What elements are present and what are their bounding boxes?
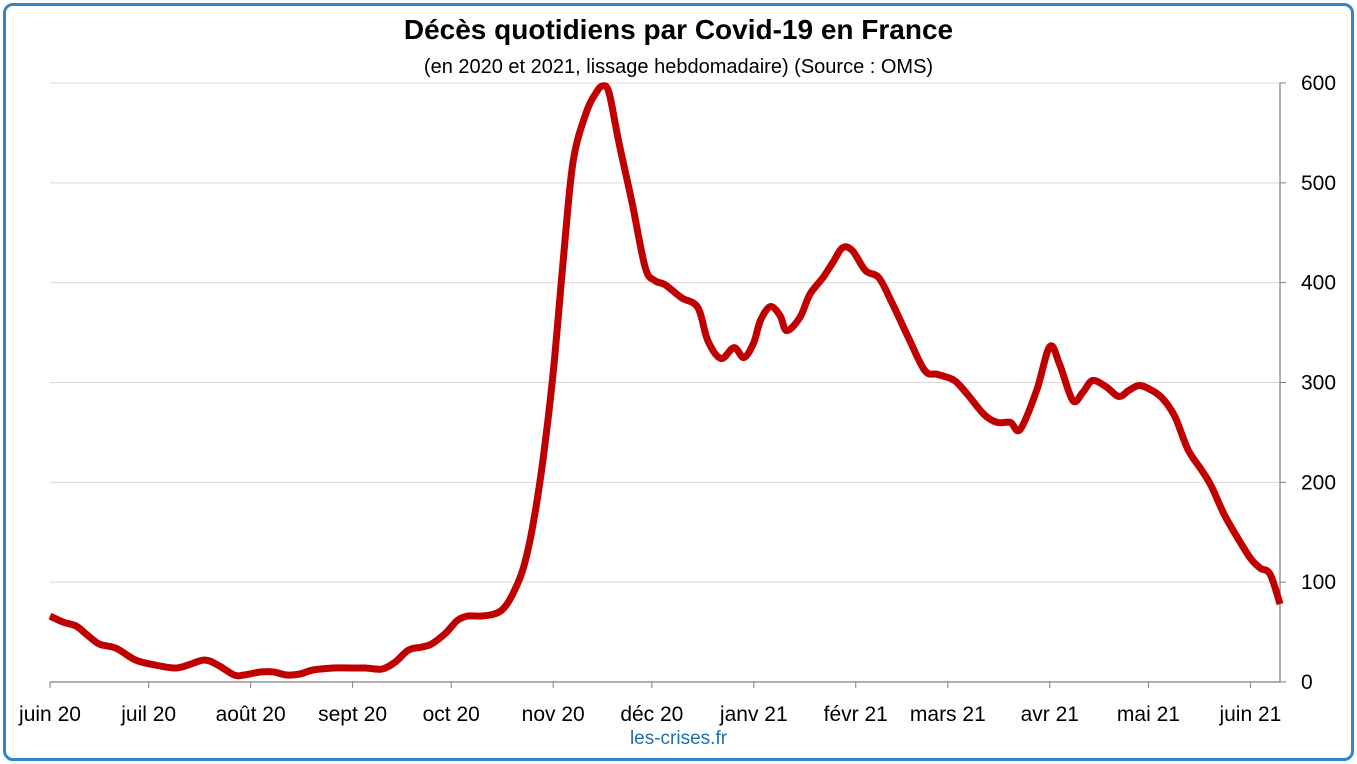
x-tick-label: mars 21 [910, 703, 986, 726]
series-line-0 [48, 82, 1284, 680]
y-tick-label: 300 [1301, 372, 1336, 395]
x-tick-label: déc 20 [620, 703, 683, 726]
series-layer [48, 82, 1284, 680]
y-tick-label: 500 [1301, 172, 1336, 195]
x-tick-label: juin 20 [18, 703, 81, 726]
y-tick-label: 200 [1301, 471, 1336, 494]
y-tick-label: 600 [1301, 72, 1336, 95]
axes [49, 82, 1286, 688]
y-tick-label: 400 [1301, 272, 1336, 295]
x-tick-label: sept 20 [318, 703, 387, 726]
x-tick-label: janv 21 [719, 703, 788, 726]
tick-labels: 0 100 200 300 400 500 600 juin 20 juil 20 août 20… [18, 72, 1336, 726]
x-tick-label: juin 21 [1218, 703, 1281, 726]
x-tick-label: oct 20 [423, 703, 480, 726]
y-tick-label: 0 [1301, 671, 1313, 694]
x-tick-label: mai 21 [1117, 703, 1180, 726]
x-tick-label: août 20 [216, 703, 286, 726]
chart-title: Décès quotidiens par Covid-19 en France [403, 14, 954, 45]
x-tick-label: févr 21 [824, 703, 888, 726]
x-tick-label: juil 20 [120, 703, 176, 726]
x-tick-label: avr 21 [1021, 703, 1079, 726]
chart-subtitle: (en 2020 et 2021, lissage hebdomadaire) … [423, 56, 934, 78]
y-tick-label: 100 [1301, 571, 1336, 594]
x-tick-label: nov 20 [522, 703, 585, 726]
source-label: les-crises.fr [629, 728, 728, 749]
gridlines [50, 82, 1280, 583]
